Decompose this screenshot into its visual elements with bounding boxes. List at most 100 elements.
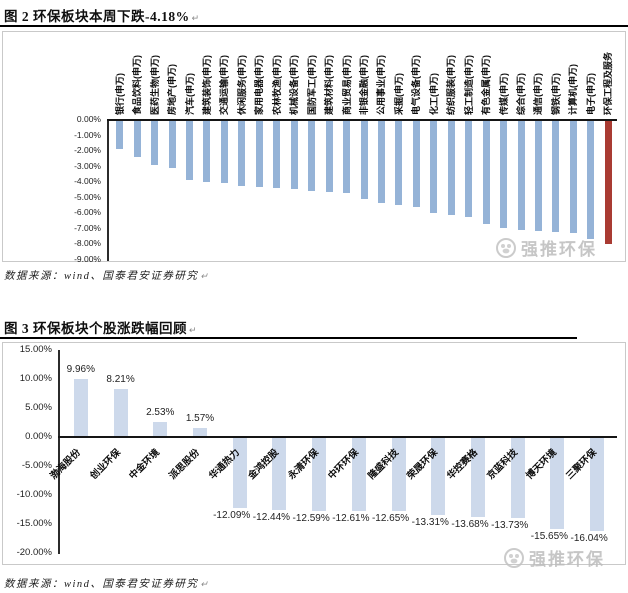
source-text: 数据来源：wind、国泰君安证券研究	[4, 271, 199, 282]
data-label: 9.96%	[66, 364, 96, 376]
bar	[272, 438, 287, 511]
bar	[168, 121, 176, 168]
category-label: 通信(申万)	[533, 73, 544, 115]
paragraph-mark: ↵	[191, 13, 200, 23]
y-axis-tick-label: -8.00%	[74, 238, 101, 249]
category-label: 国防军工(申万)	[306, 55, 317, 115]
data-label: -12.61%	[332, 513, 370, 525]
bar	[203, 121, 211, 182]
bar	[590, 438, 605, 532]
category-label: 中金环境	[127, 447, 163, 482]
data-label: -13.73%	[491, 519, 529, 531]
y-axis-tick-label: -5.00%	[74, 191, 101, 202]
bar	[290, 121, 298, 190]
category-label: 休闲服务(申万)	[236, 55, 247, 115]
category-label: 综合(申万)	[516, 73, 527, 115]
y-axis-tick-label: -1.00%	[74, 129, 101, 140]
stock-change-chart: 强推环保 15.00% 10.00% 5.00% 0.00% -5.00% -10.00%…	[2, 342, 626, 569]
bar	[377, 121, 385, 204]
bar	[360, 121, 368, 199]
category-label: 食品饮料(申万)	[132, 55, 143, 115]
paragraph-mark: ↵	[189, 325, 198, 335]
bar	[569, 121, 577, 233]
y-axis-tick-label: -4.00%	[74, 176, 101, 187]
bar	[113, 389, 128, 437]
y-axis-line	[58, 350, 60, 554]
category-label: 纺织服装(申万)	[446, 55, 457, 115]
x-axis-zero-line	[58, 436, 617, 438]
data-label: 8.21%	[106, 374, 135, 386]
data-label: 1.57%	[185, 412, 215, 424]
bar	[391, 438, 406, 512]
y-axis-tick-label: -2.00%	[74, 145, 101, 156]
y-axis-tick-label: -7.00%	[74, 222, 101, 233]
bar	[193, 427, 207, 437]
y-axis-tick-label: 5.00%	[25, 402, 52, 413]
category-label: 建筑材料(申万)	[324, 55, 335, 115]
category-label: 轻工制造(申万)	[463, 55, 474, 115]
category-label: 采掘(申万)	[393, 73, 404, 115]
figure2-title-text: 图 2 环保板块本周下跌-4.18%	[4, 9, 190, 24]
y-axis-tick-label: -3.00%	[74, 160, 101, 171]
category-label: 建筑装饰(申万)	[201, 55, 212, 115]
figure2-title: 图 2 环保板块本周下跌-4.18% ↵	[4, 5, 200, 25]
figure3-title-text: 图 3 环保板块个股涨跌幅回顾	[4, 321, 187, 336]
data-label: -13.31%	[411, 517, 449, 529]
bar	[412, 121, 420, 207]
category-label: 有色金属(申万)	[481, 55, 492, 115]
bar	[73, 379, 88, 437]
data-label: -12.65%	[371, 513, 410, 525]
category-label: 汽车(申万)	[184, 73, 195, 115]
bar	[186, 121, 194, 181]
data-label: -12.09%	[213, 510, 251, 522]
bar	[430, 121, 438, 213]
bar	[447, 121, 455, 216]
figure2-source-note: 数据来源：wind、国泰君安证券研究 ↵	[4, 268, 209, 283]
bar	[153, 422, 168, 437]
category-label: 创业环保	[87, 447, 123, 482]
category-label: 环保工程及服务	[603, 51, 614, 115]
category-label: 化工(申万)	[428, 73, 439, 115]
category-label: 公用事业(申万)	[376, 55, 387, 115]
bar	[325, 121, 333, 192]
bar	[517, 121, 525, 230]
y-axis-tick-label: 0.00%	[25, 431, 52, 442]
category-label: 农林牧渔(申万)	[271, 55, 282, 115]
bar	[550, 438, 565, 529]
bar	[255, 121, 263, 188]
y-axis-tick-label: 10.00%	[19, 373, 52, 384]
y-axis-tick-label: -10.00%	[16, 489, 52, 500]
category-label: 传媒(申万)	[498, 73, 509, 115]
y-axis-tick-label: 15.00%	[19, 344, 52, 355]
brand-logo-icon	[504, 547, 524, 568]
bar	[500, 121, 508, 228]
bar	[308, 121, 316, 191]
y-axis-tick-label: -9.00%	[74, 253, 101, 264]
paragraph-mark: ↵	[200, 579, 210, 589]
bar	[351, 438, 366, 512]
data-label: -16.04%	[570, 533, 608, 545]
brand-logo-icon	[496, 237, 516, 258]
data-label: -12.44%	[252, 512, 291, 524]
category-label: 交通运输(申万)	[219, 55, 230, 115]
category-label: 电子(申万)	[585, 73, 596, 115]
bar	[312, 438, 327, 512]
figure2-title-rule	[0, 25, 628, 27]
data-label: 2.53%	[146, 407, 175, 419]
figure3-source-note: 数据来源：wind、国泰君安证券研究 ↵	[4, 576, 209, 591]
category-label: 房地产(申万)	[167, 64, 178, 115]
category-label: 计算机(申万)	[568, 64, 579, 115]
watermark-text: 强推环保	[529, 550, 605, 569]
watermark-text: 强推环保	[521, 240, 597, 259]
bar	[431, 438, 446, 516]
y-axis-tick-label: -6.00%	[74, 207, 101, 218]
bar	[587, 121, 595, 240]
source-text: 数据来源：wind、国泰君安证券研究	[4, 579, 199, 590]
x-axis-zero-line	[107, 119, 617, 121]
category-label: 钢铁(申万)	[550, 73, 561, 115]
category-label: 家用电器(申万)	[254, 55, 265, 115]
bar	[471, 438, 485, 518]
bar	[343, 121, 351, 193]
bar	[552, 121, 560, 233]
category-label: 非银金融(申万)	[359, 55, 369, 115]
